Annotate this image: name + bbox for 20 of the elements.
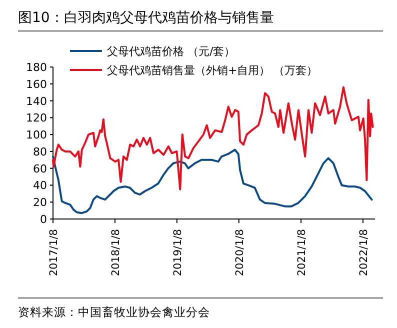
y-tick-label: 0 — [40, 213, 47, 226]
y-tick-label: 120 — [26, 112, 47, 125]
legend-label: 父母代鸡苗价格 （元/套） — [107, 45, 236, 58]
x-tick-label: 2018/1/8 — [110, 229, 122, 276]
y-tick-label: 60 — [33, 162, 47, 176]
y-tick-label: 20 — [33, 196, 47, 210]
y-tick-label: 140 — [26, 94, 47, 108]
x-tick-label: 2017/1/8 — [48, 229, 60, 276]
y-tick-label: 80 — [33, 145, 47, 158]
legend-label: 父母代鸡苗销售量（外销+自用） （万套） — [107, 64, 318, 77]
y-tick-label: 180 — [26, 61, 47, 74]
y-tick-label: 160 — [26, 78, 47, 91]
title: 图10：白羽肉鸡父母代鸡苗价格与销售量 — [18, 10, 274, 26]
annotation: 资料来源：中国畜牧业协会禽业分会 — [18, 305, 210, 319]
x-tick-label: 2019/1/8 — [172, 229, 184, 276]
x-tick-label: 2021/1/8 — [296, 229, 308, 276]
y-tick-label: 40 — [33, 179, 47, 192]
x-tick-label: 2022/1/8 — [358, 229, 370, 276]
y-tick-label: 100 — [26, 128, 47, 142]
x-tick-label: 2020/1/8 — [234, 229, 246, 276]
